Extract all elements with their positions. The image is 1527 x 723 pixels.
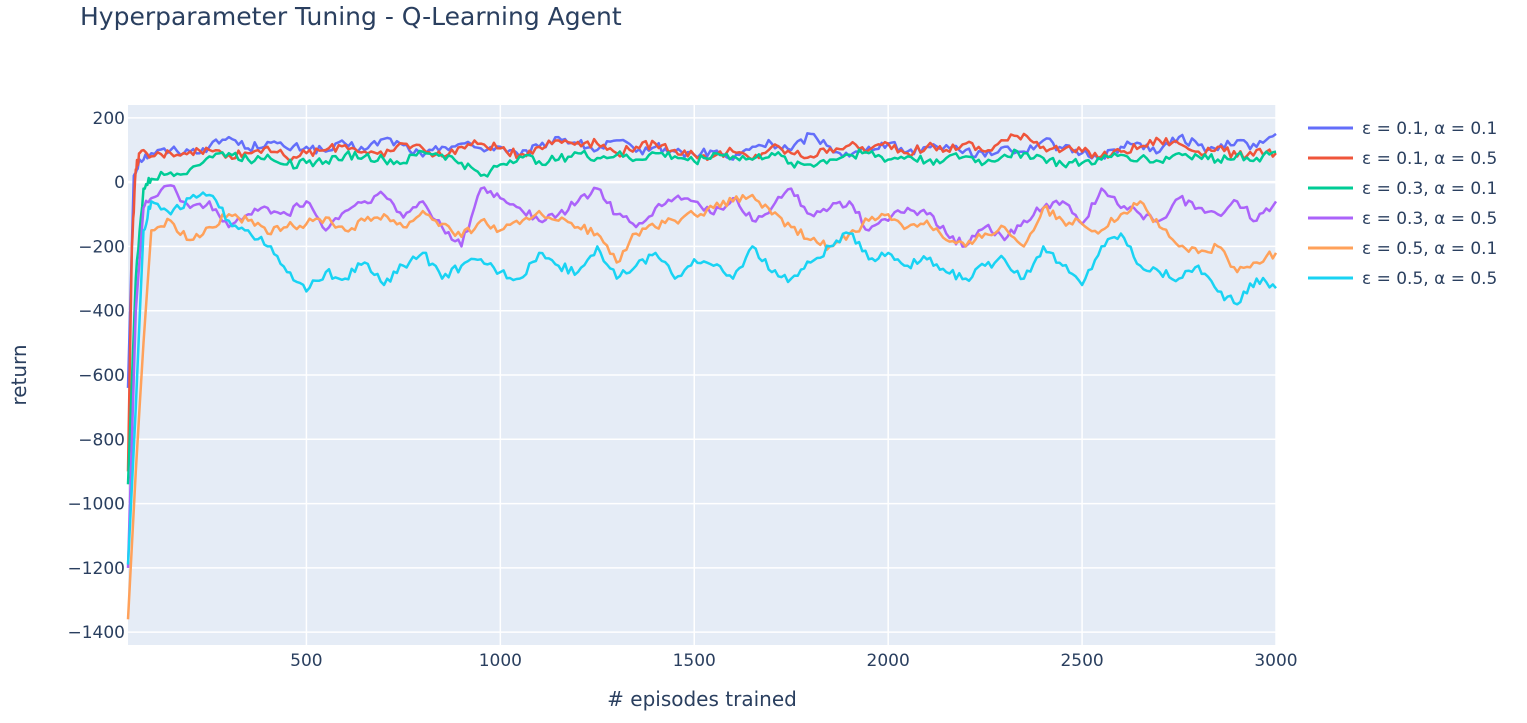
y-tick-label: −1400 (67, 623, 125, 643)
chart-title: Hyperparameter Tuning - Q-Learning Agent (80, 2, 622, 31)
x-tick-label: 2500 (1060, 651, 1103, 671)
y-axis-title: return (7, 344, 31, 405)
x-tick-label: 2000 (867, 651, 910, 671)
legend-label: ε = 0.1, α = 0.1 (1362, 119, 1497, 139)
series-line (126, 191, 1277, 565)
legend: ε = 0.1, α = 0.1 ε = 0.1, α = 0.5 ε = 0.3,… (1308, 119, 1497, 289)
x-tick-label: 1000 (479, 651, 522, 671)
legend-label: ε = 0.3, α = 0.5 (1362, 209, 1497, 229)
x-axis-title: # episodes trained (607, 687, 797, 711)
y-tick-label: 0 (114, 173, 125, 193)
series-line (126, 193, 1278, 620)
series-lines (126, 132, 1278, 620)
legend-label: ε = 0.5, α = 0.5 (1362, 269, 1497, 289)
y-tick-label: −400 (78, 302, 125, 322)
grid-lines (128, 105, 1277, 645)
x-tick-label: 500 (290, 651, 322, 671)
x-axis-ticks: 500 1000 1500 2000 2500 3000 (290, 651, 1297, 671)
legend-label: ε = 0.3, α = 0.1 (1362, 179, 1497, 199)
y-tick-label: 200 (93, 109, 125, 129)
y-tick-label: −200 (78, 237, 125, 257)
legend-label: ε = 0.1, α = 0.5 (1362, 149, 1497, 169)
y-axis-ticks: 200 0 −200 −400 −600 −800 −1000 −1200 −1400 (67, 109, 125, 643)
series-line (126, 184, 1278, 568)
x-tick-label: 3000 (1254, 651, 1297, 671)
y-tick-label: −1000 (67, 495, 125, 515)
y-tick-label: −600 (78, 366, 125, 386)
y-tick-label: −1200 (67, 559, 125, 579)
series-line (126, 148, 1277, 485)
legend-label: ε = 0.5, α = 0.1 (1362, 239, 1497, 259)
x-tick-label: 1500 (673, 651, 716, 671)
series-line (126, 132, 1277, 472)
y-tick-label: −800 (78, 430, 125, 450)
